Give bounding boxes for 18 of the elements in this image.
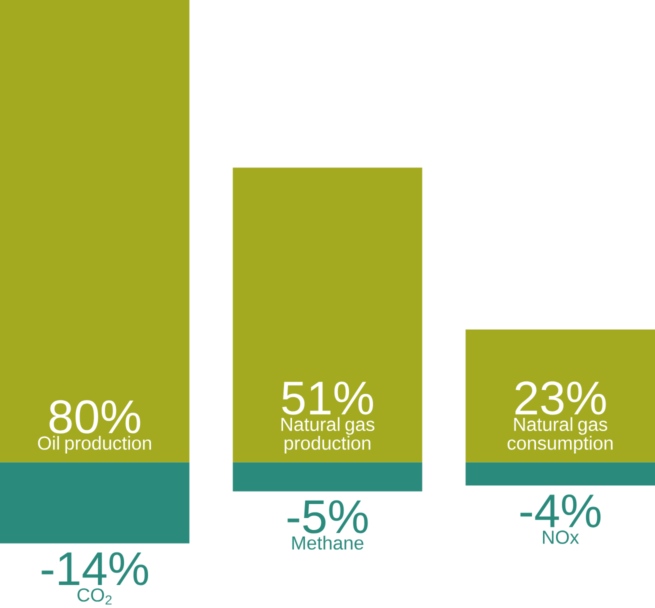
data-label: -5%	[288, 500, 368, 534]
data-label: 80%	[50, 400, 140, 434]
bar	[232, 167, 422, 462]
annotation: Methane	[292, 536, 364, 550]
bar	[466, 462, 655, 486]
bar	[0, 462, 190, 544]
data-label: -4%	[520, 494, 601, 528]
annotation: NOx	[542, 530, 579, 544]
x-tick-label: Oil production	[38, 436, 152, 454]
x-tick-label: Natural gas consumption	[508, 416, 613, 454]
bar	[0, 0, 190, 462]
text: CO$_{2}$	[78, 588, 112, 604]
data-label: 23%	[515, 381, 606, 415]
x-tick-label: Natural gas production	[281, 416, 374, 454]
data-label: -14%	[42, 552, 148, 586]
bar	[466, 329, 655, 462]
data-label: 51%	[282, 381, 373, 415]
bar	[232, 462, 422, 492]
